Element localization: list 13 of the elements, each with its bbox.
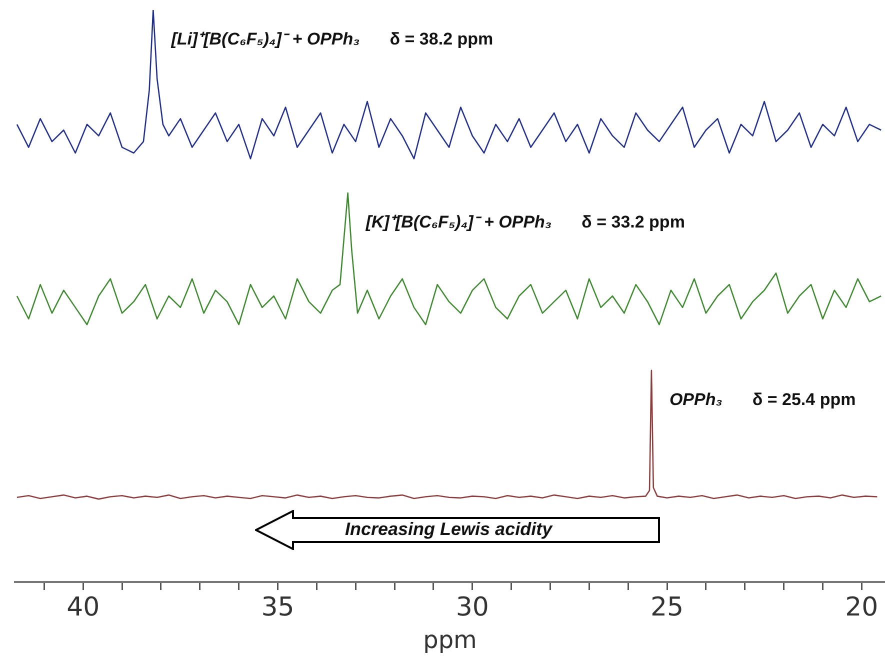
x-tick-label: 25: [650, 592, 684, 622]
x-tick-label: 35: [261, 592, 294, 622]
x-axis-title: ppm: [423, 626, 477, 654]
annotation: δ = 33.2 ppm: [582, 212, 685, 232]
x-tick-label: 20: [845, 592, 878, 622]
x-tick-label: 30: [456, 592, 489, 622]
annotation: δ = 38.2 ppm: [390, 30, 494, 49]
series-label: [K]⁺[B(C₆F₅)₄]⁻ + OPPh₃: [364, 212, 552, 232]
annotation: δ = 25.4 ppm: [752, 390, 856, 410]
annotation: Increasing Lewis acidity: [345, 519, 552, 540]
x-tick-label: 40: [66, 592, 100, 622]
series-label: [Li]⁺[B(C₆F₅)₄]⁻ + OPPh₃: [170, 30, 360, 49]
series-label: OPPh₃: [669, 390, 722, 410]
